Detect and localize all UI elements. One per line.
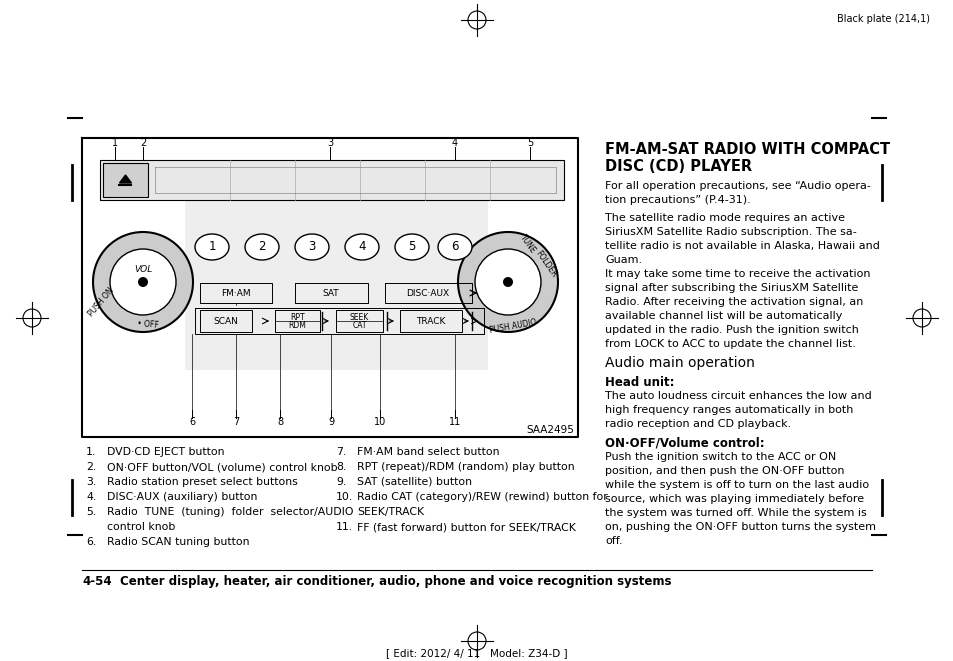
Text: RDM: RDM: [288, 321, 306, 329]
Text: 7: 7: [233, 417, 239, 427]
Text: FM-AM-SAT RADIO WITH COMPACT: FM-AM-SAT RADIO WITH COMPACT: [604, 142, 889, 157]
Text: PUSH ON: PUSH ON: [87, 286, 115, 318]
Text: Radio CAT (category)/REW (rewind) button for: Radio CAT (category)/REW (rewind) button…: [356, 492, 607, 502]
Text: FM·AM band select button: FM·AM band select button: [356, 447, 499, 457]
Text: Radio station preset select buttons: Radio station preset select buttons: [107, 477, 297, 487]
Text: 9.: 9.: [335, 477, 346, 487]
Text: Black plate (214,1): Black plate (214,1): [836, 14, 929, 24]
Text: PUSH AUDIO: PUSH AUDIO: [488, 317, 537, 334]
Text: 4.: 4.: [86, 492, 96, 502]
Ellipse shape: [294, 234, 329, 260]
Text: DISC·AUX (auxiliary) button: DISC·AUX (auxiliary) button: [107, 492, 257, 502]
Text: 9: 9: [328, 417, 334, 427]
Text: For all operation precautions, see “Audio opera-
tion precautions” (P.4-31).: For all operation precautions, see “Audi…: [604, 181, 870, 205]
Text: control knob: control knob: [107, 522, 175, 532]
Text: 8: 8: [276, 417, 283, 427]
Ellipse shape: [345, 234, 378, 260]
Text: 3.: 3.: [86, 477, 96, 487]
Text: 6.: 6.: [86, 537, 96, 547]
Text: ON·OFF button/VOL (volume) control knob: ON·OFF button/VOL (volume) control knob: [107, 462, 337, 472]
Text: SEEK: SEEK: [350, 313, 369, 321]
Text: SAT: SAT: [322, 288, 339, 297]
Text: 1: 1: [208, 241, 215, 254]
Text: 7.: 7.: [335, 447, 346, 457]
Text: 1: 1: [112, 138, 118, 148]
Text: TUNE: TUNE: [517, 233, 537, 255]
Text: VOL: VOL: [133, 264, 152, 274]
Text: 2.: 2.: [86, 462, 96, 472]
Text: SAA2495: SAA2495: [525, 425, 574, 435]
Text: The auto loudness circuit enhances the low and
high frequency ranges automatical: The auto loudness circuit enhances the l…: [604, 391, 871, 429]
Text: DISC (CD) PLAYER: DISC (CD) PLAYER: [604, 159, 751, 174]
Text: 4-54: 4-54: [82, 575, 112, 588]
Text: 10: 10: [374, 417, 386, 427]
Text: RPT: RPT: [290, 313, 305, 321]
Text: ON·OFF/Volume control:: ON·OFF/Volume control:: [604, 437, 763, 450]
Text: 6: 6: [451, 241, 458, 254]
Text: Head unit:: Head unit:: [604, 376, 674, 389]
Text: Center display, heater, air conditioner, audio, phone and voice recognition syst: Center display, heater, air conditioner,…: [120, 575, 671, 588]
Text: 1.: 1.: [86, 447, 96, 457]
Text: 5: 5: [526, 138, 533, 148]
Text: It may take some time to receive the activation
signal after subscribing the Sir: It may take some time to receive the act…: [604, 269, 869, 349]
Ellipse shape: [245, 234, 278, 260]
Text: 11: 11: [449, 417, 460, 427]
Text: SEEK/TRACK: SEEK/TRACK: [356, 507, 424, 517]
Ellipse shape: [437, 234, 472, 260]
Text: FOLDER: FOLDER: [533, 249, 558, 279]
Polygon shape: [185, 200, 488, 370]
Text: 4: 4: [358, 241, 365, 254]
Text: Radio SCAN tuning button: Radio SCAN tuning button: [107, 537, 250, 547]
Circle shape: [138, 277, 148, 287]
Circle shape: [502, 277, 513, 287]
Text: FF (fast forward) button for SEEK/TRACK: FF (fast forward) button for SEEK/TRACK: [356, 522, 576, 532]
Text: 2: 2: [258, 241, 266, 254]
Ellipse shape: [194, 234, 229, 260]
Text: 10.: 10.: [335, 492, 353, 502]
Text: RPT (repeat)/RDM (random) play button: RPT (repeat)/RDM (random) play button: [356, 462, 574, 472]
Text: The satellite radio mode requires an active
SiriusXM Satellite Radio subscriptio: The satellite radio mode requires an act…: [604, 213, 879, 265]
Polygon shape: [103, 163, 148, 197]
Text: • OFF: • OFF: [136, 319, 159, 329]
Text: [ Edit: 2012/ 4/ 11   Model: Z34-D ]: [ Edit: 2012/ 4/ 11 Model: Z34-D ]: [386, 648, 567, 658]
Text: 11.: 11.: [335, 522, 353, 532]
Text: 4: 4: [452, 138, 457, 148]
Circle shape: [475, 249, 540, 315]
Polygon shape: [119, 175, 132, 183]
Circle shape: [110, 249, 175, 315]
Text: FM·AM: FM·AM: [221, 288, 251, 297]
Text: DVD·CD EJECT button: DVD·CD EJECT button: [107, 447, 224, 457]
Text: DISC·AUX: DISC·AUX: [406, 288, 449, 297]
Text: CAT: CAT: [352, 321, 366, 329]
Text: 2: 2: [140, 138, 146, 148]
Circle shape: [92, 232, 193, 332]
Text: 3: 3: [327, 138, 333, 148]
Text: Radio  TUNE  (tuning)  folder  selector/AUDIO: Radio TUNE (tuning) folder selector/AUDI…: [107, 507, 354, 517]
Text: 5: 5: [408, 241, 416, 254]
Text: 5.: 5.: [86, 507, 96, 517]
Text: Push the ignition switch to the ACC or ON
position, and then push the ON·OFF but: Push the ignition switch to the ACC or O…: [604, 452, 875, 546]
Text: Audio main operation: Audio main operation: [604, 356, 754, 370]
Text: 6: 6: [189, 417, 194, 427]
Text: SCAN: SCAN: [213, 317, 238, 325]
Text: 3: 3: [308, 241, 315, 254]
Polygon shape: [100, 160, 563, 200]
Text: TRACK: TRACK: [416, 317, 445, 325]
Text: SAT (satellite) button: SAT (satellite) button: [356, 477, 472, 487]
Text: 8.: 8.: [335, 462, 346, 472]
Circle shape: [457, 232, 558, 332]
Ellipse shape: [395, 234, 429, 260]
